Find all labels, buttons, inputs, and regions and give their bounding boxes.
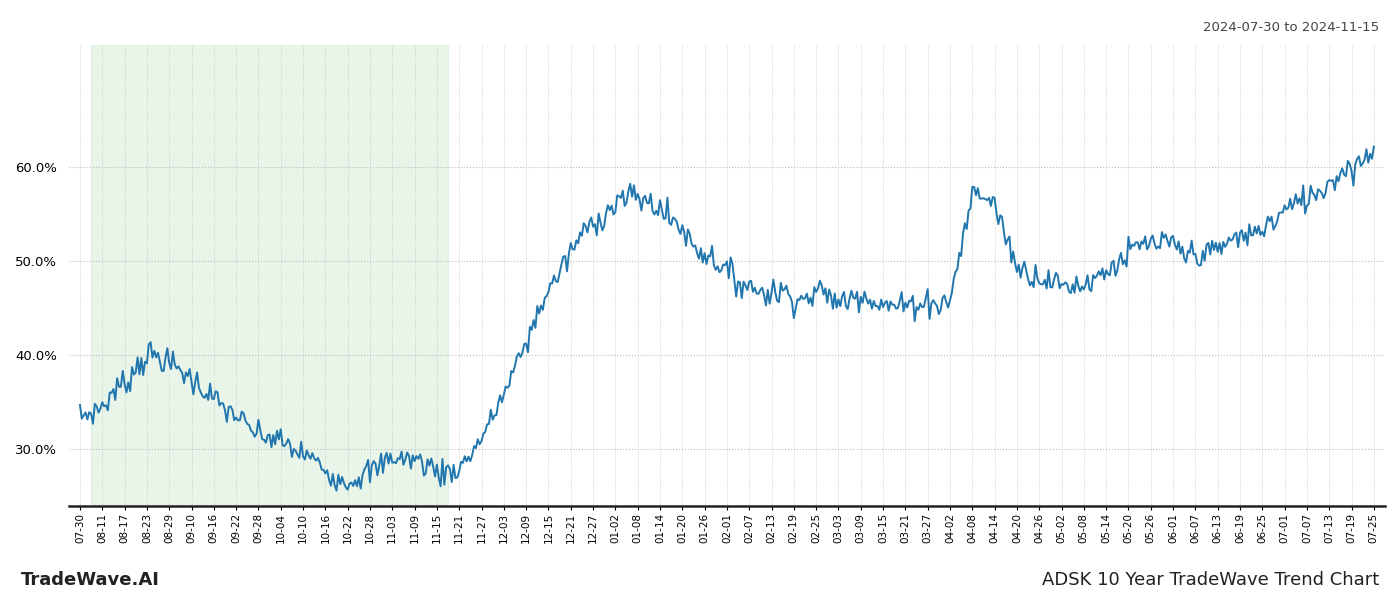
Text: ADSK 10 Year TradeWave Trend Chart: ADSK 10 Year TradeWave Trend Chart — [1042, 571, 1379, 589]
Text: 2024-07-30 to 2024-11-15: 2024-07-30 to 2024-11-15 — [1203, 21, 1379, 34]
Text: TradeWave.AI: TradeWave.AI — [21, 571, 160, 589]
Bar — [91, 45, 448, 506]
